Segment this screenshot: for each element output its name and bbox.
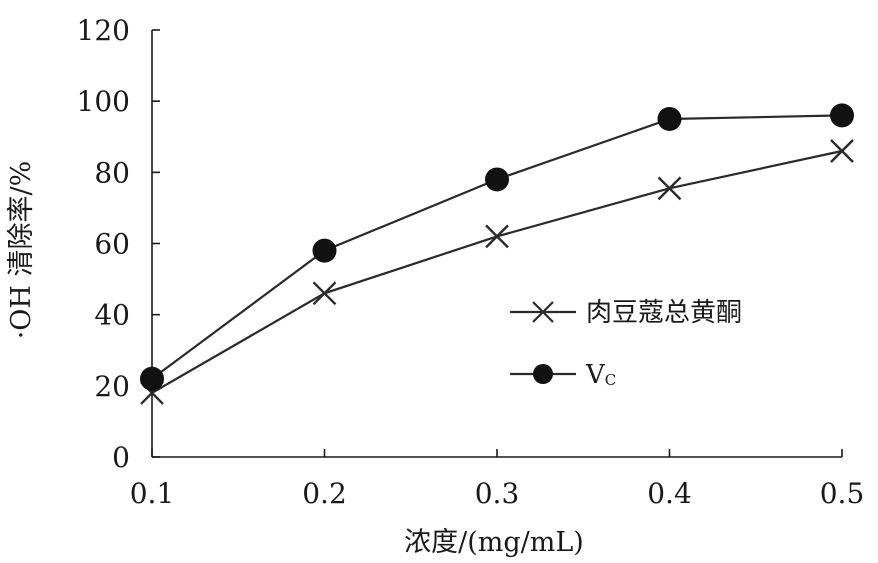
x-tick-label-0: 0.1 [130,477,175,510]
y-tick-label-4: 80 [94,156,130,189]
series-2-point-0 [140,366,164,391]
y-tick-label-0: 0 [112,441,130,474]
series-2-point-2 [485,167,509,192]
series-1-point-3-stroke-b [657,176,682,201]
series-line-2 [151,114,843,380]
y-ticks: 0 20 40 60 80 100 120 [77,14,160,474]
series-1-point-3 [657,176,682,201]
y-tick-label-2: 40 [94,299,130,332]
series-1-point-4-stroke-b [830,139,854,163]
x-tick-label-2: 0.3 [475,477,520,510]
x-tick-label-4: 0.5 [820,477,865,510]
legend-item-series-1: 肉豆蔻总黄酮 [510,298,742,328]
y-tick-label-1: 20 [94,370,130,403]
legend-label-series-2-main: V [585,360,606,390]
legend-marker-series-1-b [532,301,554,323]
y-axis-title: ·OH 清除率/% [6,161,37,340]
x-tick-label-3: 0.4 [647,477,692,510]
x-axis-title: 浓度/(mg/mL) [404,527,584,558]
series-2-point-4 [830,103,854,128]
y-tick-label-5: 100 [77,85,130,118]
legend-label-series-2: VC [585,360,616,390]
x-ticks: 0.1 0.2 0.3 0.4 0.5 [130,449,865,510]
series-2-point-1 [312,238,337,263]
series-1-point-2-stroke-b [485,224,509,249]
series-2-point-3 [657,106,682,131]
y-tick-label-6: 120 [77,14,130,47]
series-1-point-1 [312,281,337,306]
legend-label-series-1: 肉豆蔻总黄酮 [586,298,742,328]
legend-marker-series-2 [533,364,553,384]
series-1-point-2 [485,224,509,249]
series-1-point-1-stroke-b [312,281,337,306]
series-1-point-4 [830,139,854,163]
legend: 肉豆蔻总黄酮 VC [510,298,742,390]
axes [151,30,842,458]
series-group [140,103,854,405]
legend-label-series-2-sub: C [605,371,616,389]
legend-item-series-2: VC [510,360,616,390]
y-tick-label-3: 60 [94,228,130,261]
x-tick-label-1: 0.2 [302,477,347,510]
